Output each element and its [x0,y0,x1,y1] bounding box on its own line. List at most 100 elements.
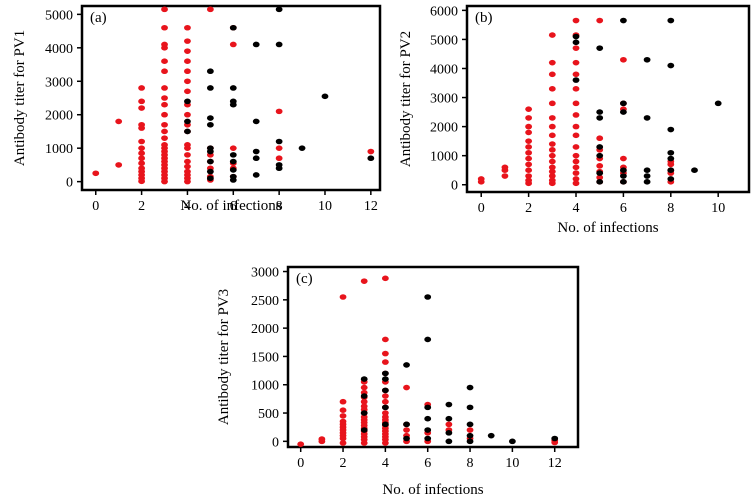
red-point [596,135,604,142]
red-point [596,163,604,169]
red-point [572,144,580,150]
black-point [275,41,283,48]
red-point [161,111,168,118]
y-tick-label: 5000 [430,33,458,48]
y-tick-label: 0 [451,179,458,194]
red-point [548,86,556,92]
red-point [184,111,191,118]
red-point [525,138,533,144]
red-point [339,407,347,414]
black-point [229,98,237,105]
black-point [403,421,410,428]
red-point [548,173,556,179]
x-tick-label: 4 [573,201,580,216]
plot-frame [286,265,580,449]
red-point [548,177,556,184]
black-point [424,336,432,343]
red-point [138,138,146,145]
y-tick-label: 3000 [45,75,73,90]
red-point [403,384,410,391]
red-point [525,177,533,184]
black-point [424,294,432,300]
black-point [466,384,474,391]
red-point [161,95,168,101]
red-point [548,123,556,130]
black-point [596,152,604,159]
black-point [424,415,432,422]
red-point [572,164,580,171]
black-point [275,6,283,13]
red-point [92,170,100,177]
red-point [229,41,237,48]
red-point [572,170,580,176]
black-point [620,17,627,24]
x-tick-label: 0 [92,199,99,214]
red-point [229,145,237,151]
y-tick-label: 3000 [430,92,458,107]
black-point [206,85,214,91]
black-point [487,432,495,439]
red-point [161,135,168,141]
x-tick-label: 0 [297,456,304,471]
red-point [381,359,389,365]
red-point [572,71,580,78]
black-point [572,39,580,46]
black-point [206,115,214,121]
red-point [339,418,347,425]
black-point [620,167,627,174]
black-point [206,121,214,128]
black-point [229,173,237,180]
plot-frame [465,4,751,194]
red-point [138,98,146,105]
black-point [252,118,260,125]
panel-b: (b)0246810120100020003000400050006000No.… [398,4,751,236]
black-point [424,427,432,433]
red-point [138,165,146,172]
red-point [572,123,580,130]
red-point [161,121,168,128]
y-axis-label: Antibody titer for PV1 [12,30,28,166]
black-point [596,179,604,185]
red-point [184,152,191,158]
red-point [572,59,580,66]
red-point [184,158,191,165]
black-point [551,435,559,442]
x-tick-label: 0 [478,201,485,216]
y-tick-label: 2000 [251,322,279,337]
red-point [138,121,146,128]
y-tick-label: 0 [66,176,73,191]
red-point [381,336,389,343]
black-point [184,98,191,105]
red-point [596,174,604,181]
red-point [161,128,168,135]
red-point [525,167,533,174]
red-point [548,158,556,165]
red-point [620,155,627,162]
red-point [381,350,389,357]
black-point [466,421,474,428]
black-point [643,179,651,185]
x-axis-label: No. of infections [180,198,281,214]
y-tick-label: 5000 [45,8,73,23]
black-point [206,68,214,75]
x-tick-label: 6 [424,456,431,471]
black-point [252,155,260,162]
red-point [184,142,191,148]
x-tick-label: 2 [525,201,532,216]
red-point [360,414,368,420]
black-point [275,138,283,145]
red-point [501,164,509,171]
x-tick-label: 8 [667,201,674,216]
red-point [548,115,556,121]
red-point [184,78,191,85]
plot-frame [80,4,382,192]
x-tick-label: 2 [340,456,347,471]
red-point [184,38,191,44]
red-point [161,142,168,148]
red-point [572,86,580,92]
black-point [184,118,191,125]
red-point [525,144,533,150]
red-point [360,384,368,391]
x-tick-label: 12 [364,199,378,214]
